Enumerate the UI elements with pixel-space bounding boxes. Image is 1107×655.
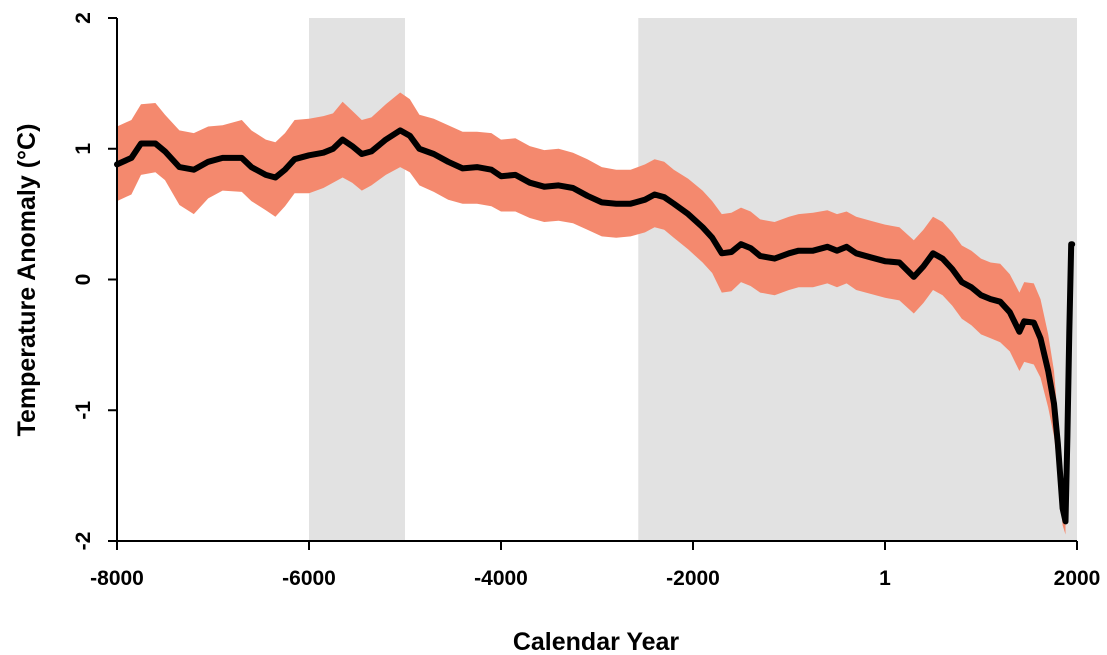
x-tick-label-1: -6000	[282, 567, 336, 590]
x-tick-label-3: -2000	[666, 567, 720, 590]
axes: -8000 -6000 -4000 -2000 1 2000 2 1 0 -1 -2	[72, 12, 1100, 590]
uncertainty-band	[117, 92, 1066, 535]
y-axis-title: Temperature Anomaly (°C)	[13, 124, 41, 437]
y-tick-label-3: -1	[72, 401, 95, 420]
shaded-period-1	[309, 18, 405, 541]
x-axis-title: Calendar Year	[513, 628, 680, 655]
x-tick-label-0: -8000	[90, 567, 144, 590]
x-tick-label-4: 1	[879, 567, 891, 590]
y-tick-label-4: -2	[72, 532, 95, 551]
y-tick-label-0: 2	[72, 12, 95, 24]
x-tick-label-2: -4000	[474, 567, 528, 590]
y-tick-label-2: 0	[72, 274, 95, 286]
x-tick-label-5: 2000	[1054, 567, 1101, 590]
y-tick-label-1: 1	[72, 143, 95, 155]
temperature-anomaly-line	[114, 127, 1076, 525]
